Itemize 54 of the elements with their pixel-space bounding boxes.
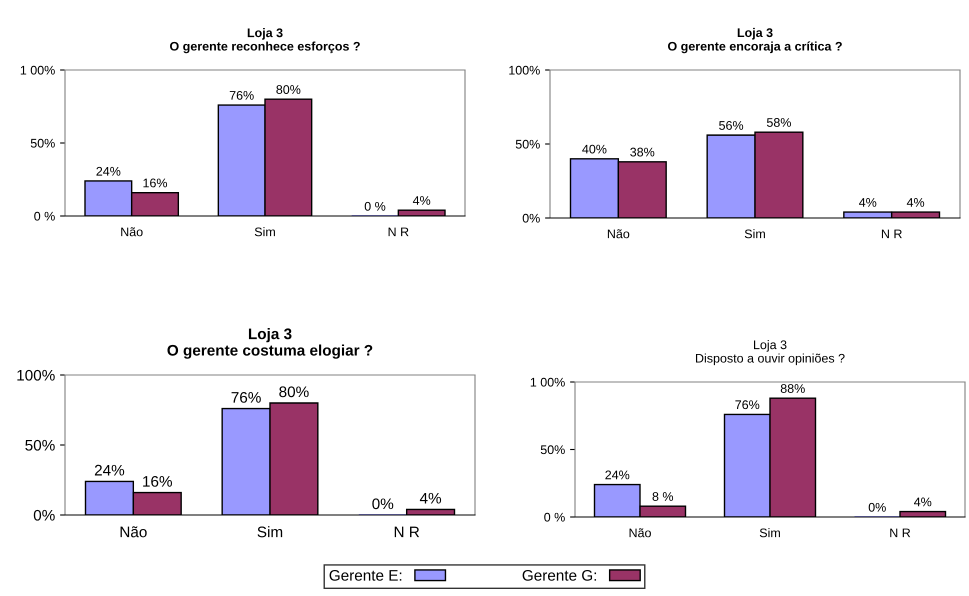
- chart-title: Loja 3 O gerente costuma elogiar ?: [167, 328, 372, 359]
- data-label: 24%: [96, 166, 120, 176]
- data-label: 16%: [143, 178, 168, 188]
- x-tick-label: Não: [120, 526, 147, 538]
- data-label: 76%: [230, 90, 254, 100]
- data-label: 24%: [605, 470, 630, 480]
- data-label: 58%: [766, 118, 791, 127]
- y-tick-label: 0%: [522, 214, 540, 223]
- x-tick-label: N R: [394, 526, 420, 538]
- y-tick-label: 50%: [30, 138, 55, 148]
- data-label: 4%: [859, 198, 876, 207]
- y-tick-label: 50%: [25, 440, 55, 451]
- y-tick-label: 50%: [516, 140, 540, 149]
- data-label: 80%: [276, 85, 300, 94]
- x-tick-label: Sim: [744, 229, 765, 238]
- x-tick-label: Não: [608, 229, 630, 238]
- x-tick-label: Sim: [254, 227, 275, 236]
- x-tick-label: Não: [121, 227, 143, 236]
- x-tick-label: Sim: [258, 526, 282, 538]
- data-label: 16%: [143, 476, 172, 487]
- x-tick-label: Não: [630, 528, 651, 538]
- data-label: 4%: [412, 196, 430, 205]
- data-label: 4%: [906, 198, 924, 207]
- y-tick-label: 100%: [509, 66, 540, 75]
- data-label: 0%: [868, 502, 886, 512]
- x-tick-label: N R: [388, 228, 409, 236]
- y-tick-label: 1 00%: [20, 66, 55, 75]
- y-tick-label: 50%: [540, 445, 565, 454]
- data-label: 24%: [94, 464, 124, 476]
- y-tick-label: 0%: [34, 510, 55, 521]
- data-label: 8 %: [652, 492, 674, 501]
- y-tick-label: 1 00%: [530, 378, 565, 387]
- y-tick-label: 0 %: [34, 212, 55, 221]
- data-label: 4%: [420, 492, 442, 504]
- chart-title: Loja 3 Disposto a ouvir opiniões ?: [696, 340, 845, 366]
- chart-title: Loja 3 O gerente encoraja a crítica ?: [668, 28, 842, 54]
- data-label: 38%: [630, 148, 654, 157]
- data-label: 76%: [232, 392, 261, 403]
- data-label: 76%: [735, 400, 760, 410]
- x-tick-label: N R: [882, 230, 902, 238]
- y-tick-label: 100%: [17, 370, 55, 381]
- data-label: 56%: [719, 121, 744, 130]
- data-label: 40%: [582, 144, 606, 154]
- data-label: 0%: [372, 498, 394, 510]
- data-label: 4%: [914, 498, 932, 506]
- x-tick-label: N R: [890, 528, 910, 538]
- data-label: 88%: [780, 384, 805, 393]
- x-tick-label: Sim: [760, 528, 780, 538]
- data-label: 80%: [279, 386, 309, 398]
- chart-title: Loja 3 O gerente reconhece esforços ?: [170, 28, 360, 54]
- legend-label: Gerente G:: [522, 570, 596, 581]
- legend-label: Gerente E:: [330, 570, 402, 581]
- y-tick-label: 0 %: [544, 512, 565, 522]
- data-label: 0 %: [364, 202, 386, 211]
